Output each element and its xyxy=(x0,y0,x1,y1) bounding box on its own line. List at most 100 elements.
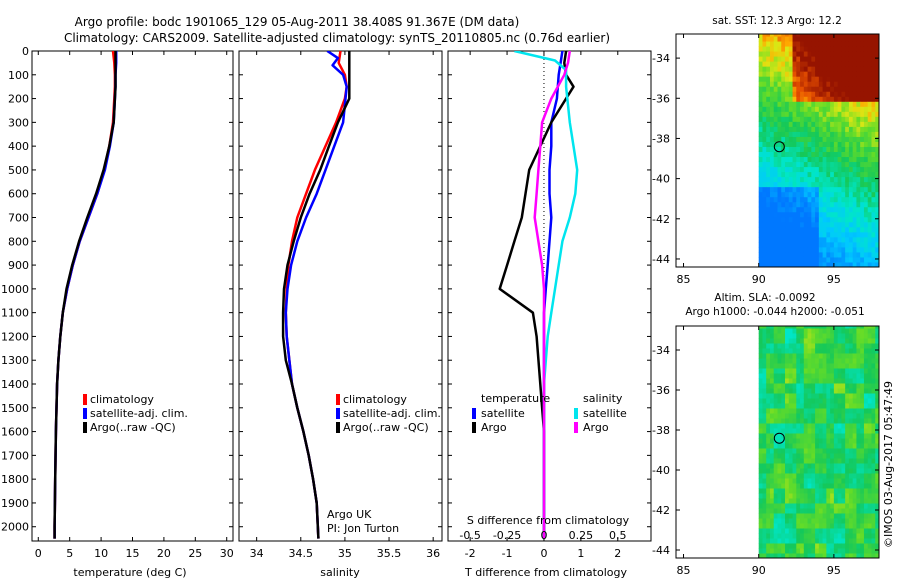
sla-map-cell xyxy=(758,433,763,439)
sst-map-cell xyxy=(769,206,775,213)
sst-map-cell xyxy=(766,241,771,248)
sla-map-cell xyxy=(860,518,865,524)
sst-map-cell xyxy=(852,151,857,158)
sla-map-cell xyxy=(766,453,771,459)
sla-map-cell xyxy=(773,458,778,464)
sst-map-cell xyxy=(875,121,879,127)
sst-map-cell xyxy=(788,201,794,208)
sst-map-cell xyxy=(841,36,846,42)
sst-map-cell xyxy=(845,191,850,198)
sst-map-cell xyxy=(841,196,846,203)
sla-map-cell xyxy=(781,443,786,449)
sst-map-cell xyxy=(845,256,850,263)
sst-map-cell xyxy=(818,176,824,183)
sla-map-cell xyxy=(777,378,782,384)
sst-map-cell xyxy=(818,221,824,228)
sst-map-cell xyxy=(785,251,790,258)
sla-map-cell xyxy=(803,503,809,509)
sst-map-cell xyxy=(800,151,805,158)
sst-map-cell xyxy=(807,101,812,107)
sst-map-cell xyxy=(867,101,872,107)
sst-map-cell xyxy=(792,191,797,198)
sst-map-cell xyxy=(875,81,879,87)
sla-map-cell xyxy=(788,423,794,429)
sst-map-cell xyxy=(848,136,854,142)
sst-map-cell xyxy=(845,241,850,248)
sla-map-cell xyxy=(785,538,790,544)
sst-map-cell xyxy=(860,256,865,263)
sla-map-cell xyxy=(815,493,820,499)
sla-map-cell xyxy=(766,353,771,359)
sla-map-cell xyxy=(837,483,842,489)
sst-map-cell xyxy=(837,196,842,203)
sst-map-frame xyxy=(675,33,880,268)
salinity-xtick-label: 36 xyxy=(426,547,440,560)
sst-map-cell xyxy=(796,251,801,258)
sst-map-cell xyxy=(856,111,861,117)
sst-map-cell xyxy=(845,101,850,107)
sla-map-cell xyxy=(800,368,805,374)
sla-map-cell xyxy=(830,463,835,469)
sst-map-cell xyxy=(826,221,831,228)
sst-map-cell xyxy=(841,106,846,112)
sst-map-cell xyxy=(758,151,763,158)
sst-map-cell xyxy=(766,111,771,117)
sst-map-cell xyxy=(856,156,861,163)
sla-map-cell xyxy=(848,358,854,364)
sla-map-cell xyxy=(758,448,763,454)
legend-swatch-argo xyxy=(336,422,340,433)
sla-map-cell xyxy=(856,443,861,449)
sla-map-cell xyxy=(837,503,842,509)
sla-map-cell xyxy=(773,353,778,359)
sla-map-cell xyxy=(841,543,846,549)
sla-map-cell xyxy=(807,418,812,424)
sst-map-cell xyxy=(860,251,865,258)
sla-map-cell xyxy=(818,478,824,484)
sst-map-cell xyxy=(856,256,861,263)
sla-map-cell xyxy=(773,453,778,459)
sst-map-cell xyxy=(830,101,835,107)
sla-map-cell xyxy=(766,408,771,414)
sst-map-cell xyxy=(773,51,778,57)
sla-map-cell xyxy=(781,383,786,389)
sst-map-cell xyxy=(830,186,835,193)
sst-map-cell xyxy=(841,126,846,132)
sst-map-cell xyxy=(852,201,857,208)
sst-map-cell xyxy=(815,81,820,87)
sla-map-cell xyxy=(796,533,801,539)
sst-map-cell xyxy=(871,171,876,178)
sst-map-cell xyxy=(818,241,824,248)
sla-map-cell xyxy=(781,463,786,469)
sla-map-cell xyxy=(800,353,805,359)
sla-map-cell xyxy=(788,413,794,419)
sst-map-cell xyxy=(777,86,782,92)
sla-map-panel: Altim. SLA: -0.0092 Argo h1000: -0.044 h… xyxy=(652,292,880,577)
sst-map-cell xyxy=(863,91,869,97)
sst-map-cell xyxy=(803,121,809,127)
sla-map-cell xyxy=(875,418,879,424)
sst-map-cell xyxy=(803,211,809,218)
sst-map-cell xyxy=(830,126,835,132)
sla-map-cell xyxy=(785,358,790,364)
sst-map-cell xyxy=(852,231,857,238)
sst-map-cell xyxy=(777,146,782,152)
sst-map-cell xyxy=(818,156,824,163)
sla-map-cell xyxy=(826,408,831,414)
sst-map-cell xyxy=(815,186,820,193)
sla-map-cell xyxy=(856,373,861,379)
sst-map-cell xyxy=(758,46,763,52)
sla-map-cell xyxy=(785,333,790,339)
sla-map-cell xyxy=(758,343,763,349)
sla-map-cell xyxy=(860,373,865,379)
sst-map-cell xyxy=(860,121,865,127)
sst-map-cell xyxy=(833,171,839,178)
sst-map-cell xyxy=(875,86,879,92)
sla-map-cell xyxy=(863,533,869,539)
sla-map-cell xyxy=(796,473,801,479)
sst-map-cell xyxy=(848,226,854,233)
sst-map-cell xyxy=(863,116,869,122)
legend-label-t-satellite: satellite xyxy=(481,407,525,420)
sla-map-cell xyxy=(822,548,827,554)
sla-map-cell xyxy=(848,333,854,339)
sla-map-cell xyxy=(773,448,778,454)
